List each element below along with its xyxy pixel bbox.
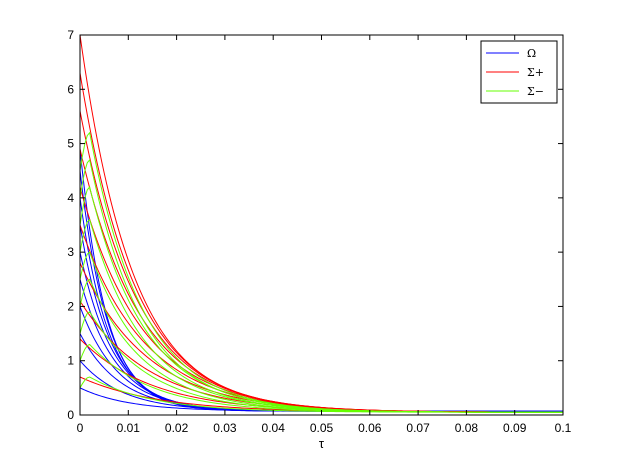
series-line-sigma-minus (79, 131, 563, 413)
x-axis-ticks: 0 0.01 0.02 0.03 0.04 0.05 0.06 0.07 0.08 0.09 0.1 (77, 35, 572, 435)
x-tick-label: 0.08 (455, 421, 479, 435)
x-tick-label: 0.04 (262, 421, 286, 435)
y-tick-label: 4 (67, 191, 74, 205)
x-tick-label: 0 (77, 421, 84, 435)
x-axis-label: τ (319, 436, 325, 451)
legend: Ω Σ+ Σ− (480, 40, 558, 104)
y-tick-label: 3 (67, 245, 74, 259)
x-tick-label: 0.1 (555, 421, 572, 435)
x-tick-label: 0.02 (165, 421, 189, 435)
legend-label: Σ− (527, 85, 544, 98)
x-tick-label: 0.03 (213, 421, 237, 435)
y-tick-label: 1 (67, 354, 74, 368)
x-tick-label: 0.09 (503, 421, 527, 435)
y-tick-label: 0 (67, 408, 74, 422)
y-tick-label: 6 (67, 82, 74, 96)
x-tick-label: 0.05 (310, 421, 334, 435)
y-tick-label: 5 (67, 137, 74, 151)
y-axis-ticks: 0 1 2 3 4 5 6 7 (67, 28, 563, 422)
legend-label: Σ+ (527, 66, 544, 79)
legend-label: Ω (527, 47, 536, 60)
y-tick-label: 7 (67, 28, 74, 42)
x-tick-label: 0.01 (117, 421, 141, 435)
y-tick-label: 2 (67, 299, 74, 313)
x-tick-label: 0.06 (358, 421, 382, 435)
x-tick-label: 0.07 (406, 421, 430, 435)
